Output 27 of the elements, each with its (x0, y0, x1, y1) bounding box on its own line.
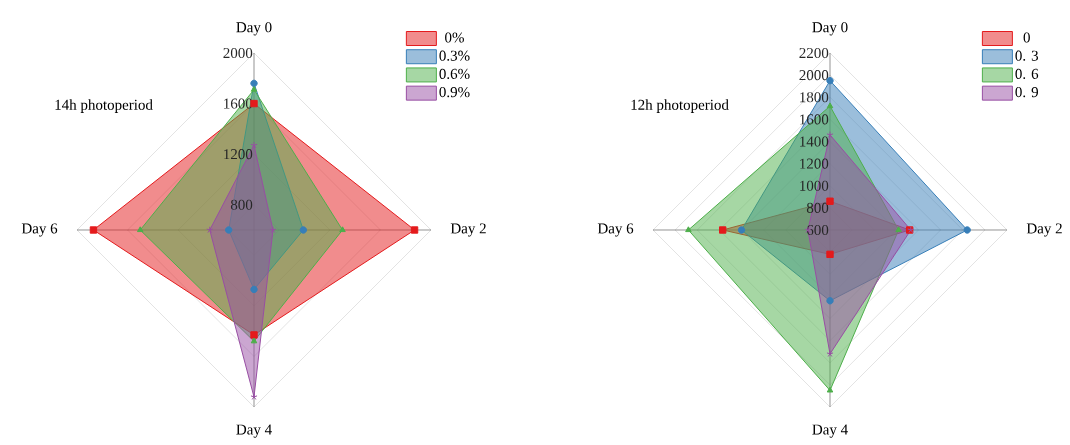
spoke-label: Day 2 (450, 223, 486, 237)
spoke-label: Day 6 (597, 223, 634, 237)
legend-label: 0 (1023, 32, 1030, 43)
spoke-label: Day 4 (812, 424, 848, 438)
legend-label: 0. 3 (1015, 50, 1039, 61)
spoke-label: Day 4 (236, 424, 272, 438)
y-tick-label: 1400 (800, 136, 829, 147)
legend-label: 0.6% (439, 68, 470, 80)
text: 12h photoperiod (631, 99, 729, 113)
legend-label: 0.9% (439, 87, 470, 98)
legend-label: 0.3% (439, 50, 470, 61)
spoke-label: Day 0 (236, 22, 272, 36)
spoke-label: Day 2 (1026, 223, 1062, 237)
y-tick-label: 1200 (800, 158, 829, 169)
y-tick-label: 800 (230, 199, 253, 210)
legend-label: 0% (445, 32, 464, 43)
y-tick-label: 800 (806, 202, 829, 213)
spoke-label: Day 6 (21, 223, 58, 237)
legend-label: 0. 6 (1015, 68, 1039, 80)
legend-label: 0. 9 (1015, 87, 1038, 98)
text: 14h photoperiod (55, 99, 153, 113)
spoke-label: Day 0 (812, 22, 848, 36)
y-tick-label: 600 (806, 224, 829, 236)
y-tick-label: 2000 (223, 47, 253, 59)
y-tick-label: 2000 (799, 70, 829, 81)
y-tick-label: 2200 (799, 47, 829, 59)
y-tick-label: 1000 (800, 180, 829, 191)
